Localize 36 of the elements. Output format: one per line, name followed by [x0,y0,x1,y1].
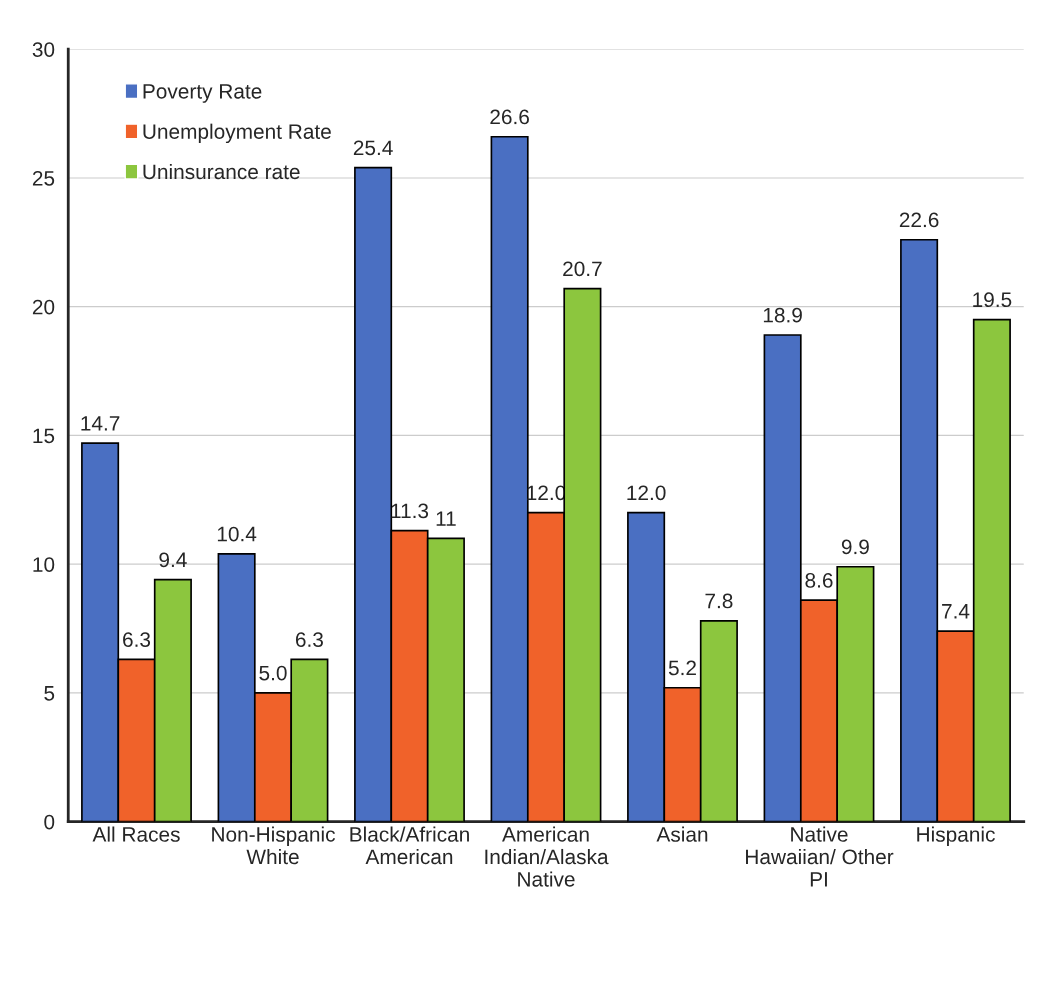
x-tick-label: Native Hawaiian/ Other PI [746,826,894,887]
data-label: 7.4 [942,604,970,619]
data-label: 12.0 [627,485,666,501]
data-label: 26.6 [490,109,529,125]
y-tick-label: 0 [44,814,55,830]
data-label: 7.8 [705,593,733,609]
y-tick-label: 10 [33,557,55,572]
y-tick-label: 25 [32,170,55,186]
y-tick-label: 20 [32,299,55,315]
legend-label: Unemployment Rate [143,123,331,144]
data-label: 14.7 [81,416,120,431]
data-label: 11 [436,511,456,526]
x-tick-label: Asian [656,826,708,842]
data-label: 10.4 [217,526,257,542]
x-tick-label: Black/African American [350,826,469,865]
data-label: 6.3 [295,632,323,647]
x-tick-label: All Races [92,826,180,842]
x-tick-label: American Indian/Alaska Native [485,826,609,887]
x-tick-label: Non-Hispanic White [212,826,335,865]
data-label: 8.6 [805,573,833,588]
data-label: 5.2 [668,660,696,676]
y-tick-label: 15 [33,428,55,444]
y-tick-label: 30 [32,42,55,57]
data-label: 25.4 [353,140,393,156]
data-label: 9.9 [841,539,869,555]
data-label: 6.3 [123,632,151,647]
data-label: 9.4 [159,552,187,568]
data-label: 18.9 [763,307,802,323]
y-tick-label: 5 [44,686,55,701]
legend-label: Uninsurance rate [143,163,300,180]
data-label: 5.0 [259,665,287,681]
data-label: 22.6 [899,212,939,228]
legend-label: Poverty Rate [143,84,262,103]
data-label: 20.7 [563,261,602,277]
x-tick-label: Hispanic [917,826,995,846]
data-label: 19.5 [973,292,1012,308]
